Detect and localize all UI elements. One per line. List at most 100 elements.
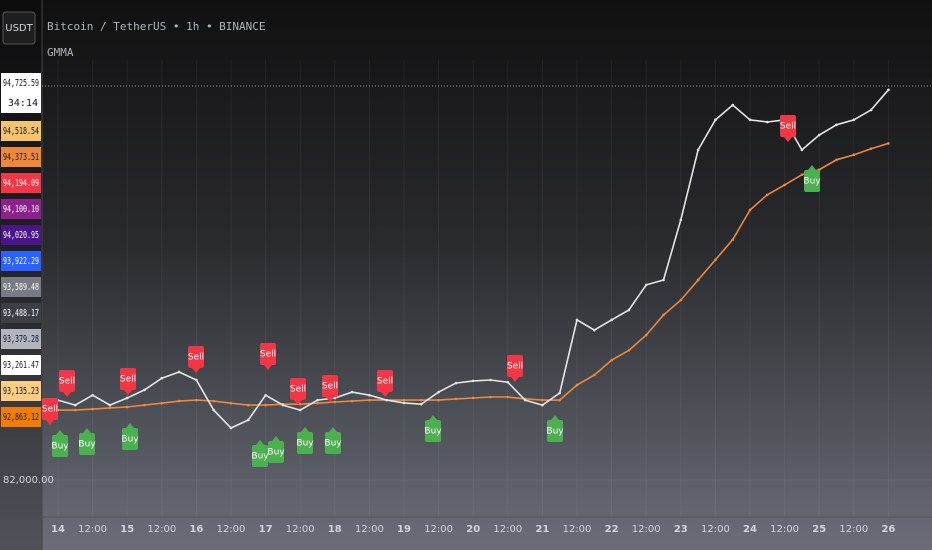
sell-signal: Sell [507,355,523,382]
x-tick-label: 12:00 [355,524,384,535]
price-label: 94,194.09 [3,178,39,189]
point [74,408,77,412]
price-label-bg [1,121,41,141]
x-tick-label: 12:00 [563,524,592,535]
x-tick-label: 17 [259,524,273,535]
point [368,398,371,402]
point [247,418,250,422]
y-tick-label: 82,000.00 [3,475,54,486]
symbol-button[interactable] [2,11,36,45]
signal-box [325,432,341,454]
point [471,379,475,383]
point [212,408,215,412]
signal-box [377,370,393,392]
point [229,401,233,405]
point [748,118,752,122]
buy-signal: Buy [296,427,314,454]
point [714,258,717,262]
point [316,401,319,405]
signal-pointer [784,137,792,142]
point [125,405,129,409]
point [420,402,423,406]
signal-label: Buy [251,452,269,462]
point [108,403,112,407]
point [679,298,683,302]
point [402,401,406,405]
indicator-name: GMMA [47,46,74,59]
point [195,378,198,382]
point [177,399,181,403]
point [766,193,769,197]
point [662,313,665,317]
signal-pointer [511,377,519,382]
signal-label: Sell [188,353,204,363]
point [264,393,267,397]
signal-pointer [429,415,437,420]
point [523,398,527,402]
point [593,373,596,377]
point [714,118,717,122]
price-label: 93,589.48 [3,282,39,293]
price-label-bg [1,147,41,167]
point [195,398,198,402]
x-tick-label: 15 [120,524,134,535]
signal-label: Buy [803,177,821,187]
signal-pointer [63,392,71,397]
point [575,383,579,387]
price-label-bg [1,199,41,219]
point [593,328,596,332]
point [662,278,665,282]
point [696,278,700,282]
sell-signal: Sell [42,398,58,425]
point [817,133,821,137]
point [506,380,510,384]
signal-pointer [192,368,200,373]
point [368,393,371,397]
signal-box [42,398,58,420]
point [177,370,181,374]
price-label-bg [1,381,41,401]
x-tick-label: 12:00 [632,524,661,535]
signal-label: Buy [121,435,139,445]
point [627,308,631,312]
x-tick-label: 12:00 [217,524,246,535]
point [610,318,613,322]
point [541,398,544,402]
point [143,388,146,392]
signal-pointer [126,423,134,428]
signal-box [425,420,441,442]
sell-signal: Sell [188,346,204,373]
point [437,390,440,394]
point [696,148,700,152]
sell-signal: Sell [290,378,306,405]
signal-label: Sell [377,377,393,387]
signal-box [322,375,338,397]
x-tick-label: 26 [881,524,895,535]
price-label: 93,135.23 [3,386,39,397]
x-tick-label: 16 [189,524,203,535]
signal-pointer [551,415,559,420]
buy-signal: Buy [251,440,269,467]
signal-label: Sell [780,122,796,132]
point [835,123,838,127]
point [558,391,561,395]
sell-signal: Sell [780,115,796,142]
buy-signal: Buy [267,436,285,463]
x-tick-label: 19 [397,524,411,535]
price-label-bg [1,173,41,193]
point [489,395,492,399]
point [316,398,319,402]
signal-pointer [56,430,64,435]
symbol[interactable]: USDT [5,23,33,34]
signal-label: Sell [507,362,523,372]
x-tick-label: 25 [812,524,826,535]
point [420,398,423,402]
price-label: 94,020.95 [3,230,39,241]
price-label-bg [1,277,41,297]
signal-label: Buy [324,439,342,449]
price-label: 92,863.12 [3,412,39,423]
point [489,378,492,382]
signal-label: Sell [260,350,276,360]
